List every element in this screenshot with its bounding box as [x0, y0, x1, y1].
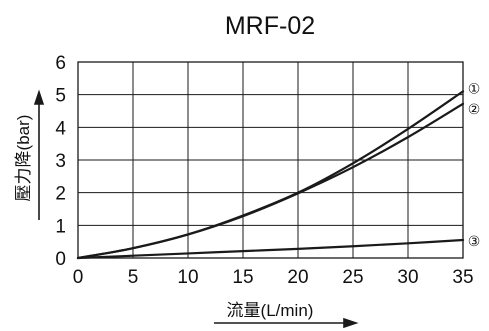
series-line-3 [76, 238, 465, 260]
series-label-3: ③ [468, 233, 481, 249]
x-tick-label: 30 [397, 267, 418, 288]
series-name: ③ [468, 233, 481, 249]
series-curves [76, 90, 465, 260]
x-tick-label: 10 [177, 267, 198, 288]
series-labels: ① ② ③ [468, 80, 481, 249]
grid-lines [78, 62, 463, 258]
y-tick-label: 6 [55, 53, 66, 74]
y-axis-arrowhead [33, 89, 45, 105]
series-line-1 [76, 90, 465, 260]
y-tick-label: 2 [55, 184, 66, 205]
x-tick-label: 0 [73, 267, 84, 288]
y-axis-ticks: 0 1 2 3 4 5 6 [55, 53, 66, 270]
y-tick-label: 0 [55, 249, 66, 270]
x-tick-label: 20 [287, 267, 308, 288]
series-label-1: ① [468, 80, 481, 96]
y-tick-label: 3 [55, 151, 66, 172]
x-tick-label: 15 [232, 267, 253, 288]
plot-frame [77, 61, 464, 259]
series-name: ① [468, 80, 481, 96]
x-axis-label: 流量(L/min) [227, 301, 314, 320]
x-tick-label: 35 [452, 267, 473, 288]
x-tick-label: 5 [128, 267, 139, 288]
y-tick-label: 5 [55, 86, 66, 107]
x-tick-label: 25 [342, 267, 363, 288]
series-name: ② [468, 101, 481, 117]
y-tick-label: 1 [55, 216, 66, 237]
x-axis-ticks: 0 5 10 15 20 25 30 35 [73, 267, 474, 288]
y-tick-label: 4 [55, 118, 66, 139]
series-line-2 [76, 102, 465, 260]
chart-title: MRF-02 [225, 12, 315, 40]
y-axis-label: 壓力降(bar) [14, 115, 33, 202]
x-axis-arrowhead [343, 317, 359, 329]
series-label-2: ② [468, 101, 481, 117]
